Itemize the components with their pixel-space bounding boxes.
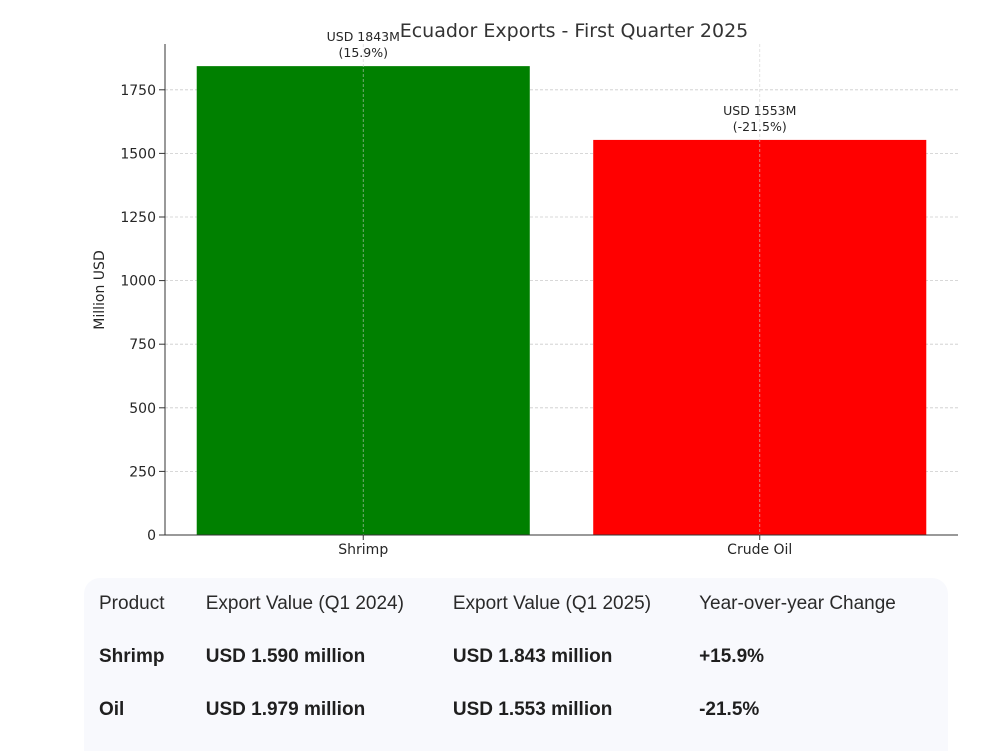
table-header-row: Product Export Value (Q1 2024) Export Va…: [84, 578, 948, 630]
bar-value-label: (-21.5%): [733, 119, 787, 134]
cell-product: Oil: [99, 698, 125, 720]
y-tick-label: 0: [147, 528, 156, 544]
vertical-grid: [362, 44, 761, 535]
chart-title: Ecuador Exports - First Quarter 2025: [400, 20, 749, 42]
y-tick-label: 750: [129, 337, 156, 353]
export-table: Product Export Value (Q1 2024) Export Va…: [84, 578, 948, 736]
header-product: Product: [99, 593, 165, 614]
bar-value-label: USD 1843M: [327, 29, 400, 44]
table-row: Oil USD 1.979 million USD 1.553 million …: [84, 683, 948, 736]
y-axis-label: Million USD: [92, 250, 108, 329]
x-tick-label: Crude Oil: [727, 542, 792, 558]
y-tick-label: 500: [129, 401, 156, 417]
x-tick-label: Shrimp: [338, 542, 388, 558]
table-row: Shrimp USD 1.590 million USD 1.843 milli…: [84, 630, 948, 683]
header-q1-2024: Export Value (Q1 2024): [205, 593, 404, 614]
cell-yoy-change: +15.9%: [699, 645, 765, 667]
cell-q1-2025: USD 1.553 million: [452, 698, 613, 720]
axes: 0 250 500 750 1000 1250 1500 1750 Shrimp Crude Oi…: [120, 44, 958, 558]
bar-chart: 0 250 500 750 1000 1250 1500 1750 Shrimp Crude Oi…: [92, 20, 958, 558]
bar-value-label: (15.9%): [339, 45, 388, 60]
y-tick-label: 1750: [120, 83, 156, 99]
header-q1-2025: Export Value (Q1 2025): [452, 593, 652, 614]
bars: [196, 66, 927, 535]
bar-labels: USD 1843M(15.9%) USD 1553M(-21.5%): [327, 29, 797, 134]
cell-yoy-change: -21.5%: [699, 698, 760, 720]
export-table-card: Product Export Value (Q1 2024) Export Va…: [84, 578, 948, 751]
y-tick-label: 1500: [120, 146, 156, 162]
cell-q1-2024: USD 1.979 million: [205, 698, 366, 720]
y-tick-label: 1000: [120, 274, 156, 290]
cell-q1-2025: USD 1.843 million: [452, 645, 613, 667]
cell-product: Shrimp: [99, 645, 165, 667]
header-yoy-change: Year-over-year Change: [699, 593, 896, 614]
cell-q1-2024: USD 1.590 million: [205, 645, 366, 667]
bar-value-label: USD 1553M: [723, 103, 796, 118]
y-tick-label: 1250: [120, 210, 156, 226]
y-tick-label: 250: [129, 464, 156, 480]
